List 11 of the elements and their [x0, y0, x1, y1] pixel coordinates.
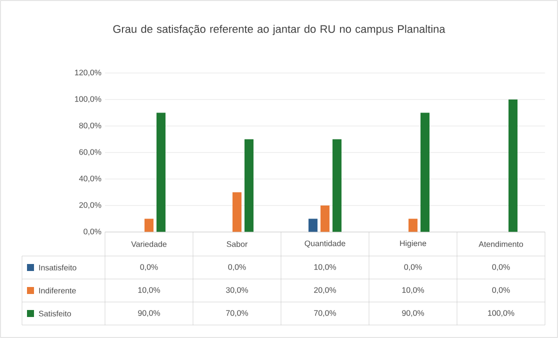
bar: [144, 218, 154, 232]
bar: [156, 112, 166, 232]
bar: [308, 218, 318, 232]
bar: [244, 139, 254, 232]
bar: [232, 192, 242, 232]
bar: [332, 139, 342, 232]
bar: [320, 206, 330, 232]
bar: [508, 100, 518, 232]
bar: [408, 218, 418, 232]
chart-title: Grau de satisfação referente ao jantar do RU no campus Planaltina: [113, 24, 446, 36]
bar: [420, 112, 430, 232]
